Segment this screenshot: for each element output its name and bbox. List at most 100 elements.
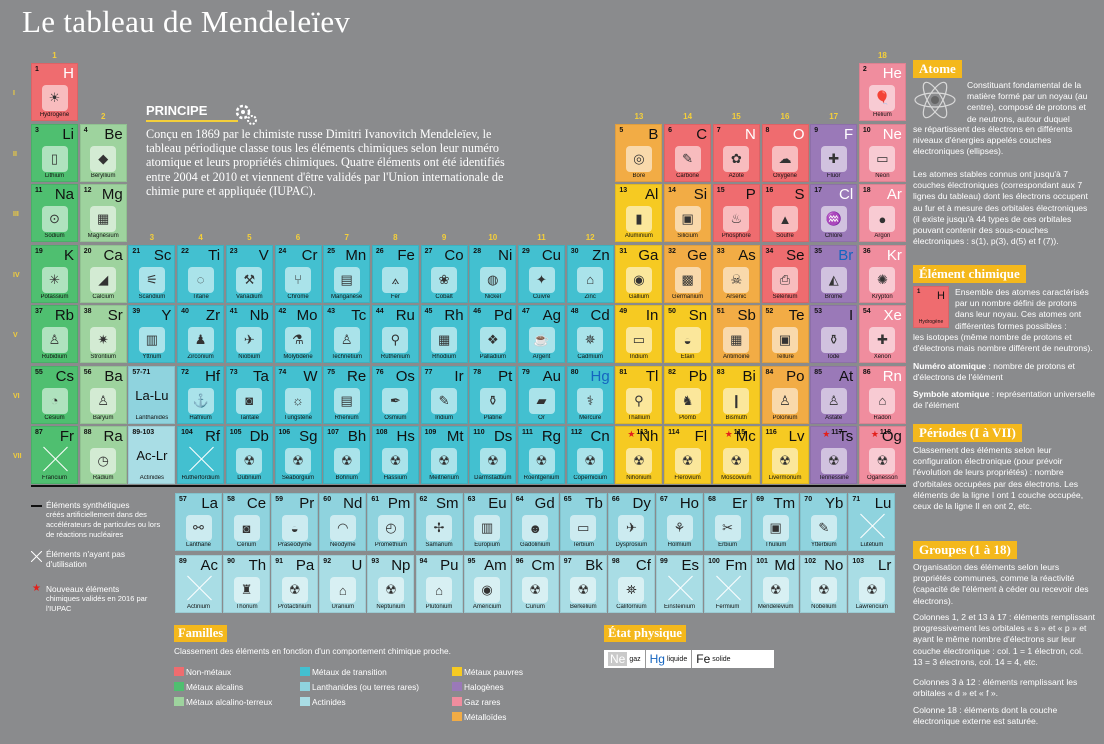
element-symbol: Ca <box>103 246 123 264</box>
numero-atomique: Numéro atomique : nombre de protons et d… <box>913 361 1095 383</box>
element-name: Phosphore <box>721 233 751 239</box>
atomic-number: 38 <box>83 308 92 315</box>
element-symbol: Re <box>347 367 367 385</box>
element-cell: 92 U ⌂ Uranium <box>319 555 367 613</box>
element-symbol: Ge <box>687 246 708 264</box>
element-name: Plutonium <box>425 604 453 610</box>
element-name: Lutétium <box>860 542 884 548</box>
element-name: Étain <box>680 354 695 360</box>
element-illustration-icon: ☢ <box>333 448 360 474</box>
group-number: 16 <box>780 112 790 121</box>
element-cell: 8 O ☁ Oxygène <box>761 123 809 182</box>
element-name: Thorium <box>235 604 258 610</box>
element-cell: 6 C ✎ Carbone <box>664 123 712 182</box>
element-name: Samarium <box>425 542 453 548</box>
cross-icon <box>30 549 43 563</box>
family-swatch <box>452 682 462 691</box>
element-cell: 52 Te ▣ Tellure <box>761 305 809 363</box>
group-number: 10 <box>488 233 498 242</box>
group-number: 11 <box>537 233 546 242</box>
element-cell: 19 K ✳ Potassium <box>31 244 78 303</box>
element-name: Einsteinium <box>663 604 695 610</box>
element-illustration-icon: ♙ <box>772 387 798 414</box>
atomic-number: 34 <box>765 247 774 255</box>
element-illustration-icon: ▤ <box>333 266 360 293</box>
atomic-number: 47 <box>522 308 530 315</box>
element-cell: 7 N ✿ Azote <box>712 123 760 182</box>
etat-title: État physique <box>604 625 686 642</box>
element-name: Palladium <box>479 354 506 360</box>
element-cell: 17 Cl ♒ Chlore <box>810 184 858 242</box>
element-illustration-icon: ✒ <box>382 387 409 414</box>
element-symbol: He <box>882 65 902 82</box>
new-legend: Nouveaux éléments chimiques validés en 2… <box>46 584 166 614</box>
atomic-number: 94 <box>419 558 428 565</box>
element-illustration-icon: ✷ <box>90 327 117 353</box>
element-symbol: Sn <box>688 307 708 324</box>
group-number: 5 <box>247 233 252 242</box>
element-cell: 79 Au ▰ Or <box>518 365 565 424</box>
element-symbol: Si <box>693 186 708 203</box>
period-number: VI <box>13 392 20 400</box>
element-symbol: Es <box>681 557 699 574</box>
element-name: Gallium <box>628 293 650 300</box>
element-illustration-icon: ✿ <box>723 145 750 172</box>
page-title: Le tableau de Mendeleïev <box>22 4 351 39</box>
atomic-number: 31 <box>619 247 628 255</box>
element-illustration-icon: ⚯ <box>185 515 212 541</box>
element-cell: 59 Pr ◒ Praséodyme <box>271 493 319 551</box>
group-number: 18 <box>877 51 887 60</box>
element-illustration-icon: ⚱ <box>479 387 506 414</box>
element-illustration-icon: ☢ <box>431 448 458 474</box>
symbole-text: : représentation universelle de l'élémen… <box>913 389 1095 411</box>
element-example-symbol: H <box>937 290 945 302</box>
atomic-number: 24 <box>278 247 287 255</box>
element-symbol: Th <box>248 557 267 574</box>
element-cell: 46 Pd ❖ Palladium <box>469 305 517 363</box>
element-cell: 65 Tb ▭ Terbium <box>559 493 607 551</box>
element-illustration-icon: ⚲ <box>382 327 409 353</box>
element-name: Béryllium <box>90 172 116 179</box>
element-cell: 57 La ⚯ Lanthane <box>175 493 222 551</box>
element-cell: 110 Ds ☢ Darmstadtium <box>469 426 517 484</box>
atomic-number: 52 <box>765 308 774 315</box>
family-swatch <box>452 667 462 676</box>
element-symbol: Gd <box>534 495 555 512</box>
element-cell: 99 Es Einsteinium <box>656 555 703 613</box>
element-cell: 29 Cu ✦ Cuivre <box>518 244 565 303</box>
element-cell: 75 Re ▤ Rhénium <box>323 365 371 424</box>
element-symbol: Cl <box>839 186 854 203</box>
element-cell: 10 Ne ▭ Néon <box>858 123 906 182</box>
element-cell: 96 Cm ☢ Curium <box>511 555 559 613</box>
atome-text-1: Constituant fondamental de la matière fo… <box>967 80 1088 124</box>
element-illustration-icon: ⎙ <box>772 266 798 293</box>
element-name: Curium <box>525 604 545 610</box>
element-cell: 40 Zr ♟ Zirconium <box>177 305 225 363</box>
new-legend-title: Nouveaux éléments <box>46 584 120 594</box>
element-illustration-icon: ⌂ <box>577 266 604 293</box>
element-name: Fer <box>390 293 400 300</box>
element-cell: 89-103 Ac-Lr Actinides <box>128 426 176 484</box>
unused-legend: Éléments n'ayant pas d'utilisation <box>46 549 166 569</box>
element-name: Iridium <box>435 414 454 421</box>
element-illustration-icon: ☢ <box>236 448 263 474</box>
element-symbol: Fr <box>59 428 74 445</box>
element-cell: 47 Ag ☕ Argent <box>518 305 565 363</box>
element-name: Plomb <box>679 414 697 421</box>
star-icon: ★ <box>32 583 41 594</box>
atomic-number: 27 <box>424 247 433 255</box>
atome-text-2: se répartissent des électrons en différe… <box>913 124 1073 157</box>
element-symbol: Mt <box>446 428 464 445</box>
element-name: Flerovium <box>674 475 701 481</box>
atomic-number: 80 <box>570 368 579 376</box>
element-symbol: Mc <box>735 428 756 445</box>
element-cell: 112 Cn ☢ Copernicium <box>566 426 614 484</box>
family-swatch <box>300 682 310 691</box>
element-name: Baryum <box>92 414 114 421</box>
element-illustration-icon: ▣ <box>762 515 789 541</box>
etat-solide: Fe solide <box>692 650 734 668</box>
element-symbol: Ac-Lr <box>136 448 168 463</box>
element-cell: 90 Th ♜ Thorium <box>223 555 271 613</box>
element-name: Indium <box>629 354 648 360</box>
element-cell: 53 I ⚱ Iode <box>810 305 858 363</box>
